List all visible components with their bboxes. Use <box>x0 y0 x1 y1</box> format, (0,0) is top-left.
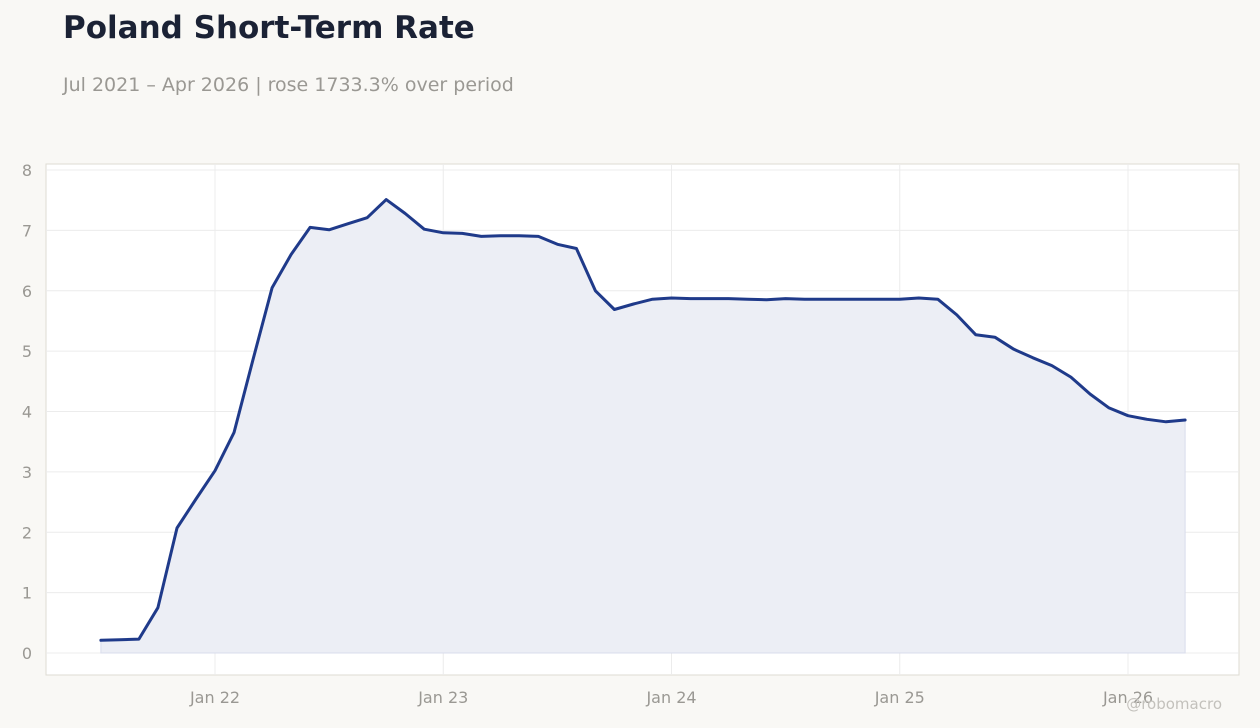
x-tick-label: Jan 24 <box>645 688 696 707</box>
x-tick-label: Jan 26 <box>1102 688 1153 707</box>
y-axis: 0 1 2 3 4 5 6 7 8 <box>22 161 32 663</box>
chart-subtitle: Jul 2021 – Apr 2026 | rose 1733.3% over … <box>63 74 514 96</box>
y-tick-label: 4 <box>22 403 32 422</box>
x-tick-label: Jan 23 <box>417 688 468 707</box>
y-tick-label: 0 <box>22 644 32 663</box>
x-axis: Jan 22 Jan 23 Jan 24 Jan 25 Jan 26 <box>189 688 1153 707</box>
y-tick-label: 5 <box>22 342 32 361</box>
y-tick-label: 8 <box>22 161 32 180</box>
y-tick-label: 1 <box>22 584 32 603</box>
y-tick-label: 3 <box>22 463 32 482</box>
watermark: @robomacro <box>1126 695 1222 713</box>
x-tick-label: Jan 22 <box>189 688 240 707</box>
x-tick-label: Jan 25 <box>874 688 925 707</box>
chart-title: Poland Short-Term Rate <box>63 10 475 46</box>
y-tick-label: 7 <box>22 221 32 240</box>
y-tick-label: 2 <box>22 523 32 542</box>
y-tick-label: 6 <box>22 282 32 301</box>
series-line <box>99 198 1187 642</box>
